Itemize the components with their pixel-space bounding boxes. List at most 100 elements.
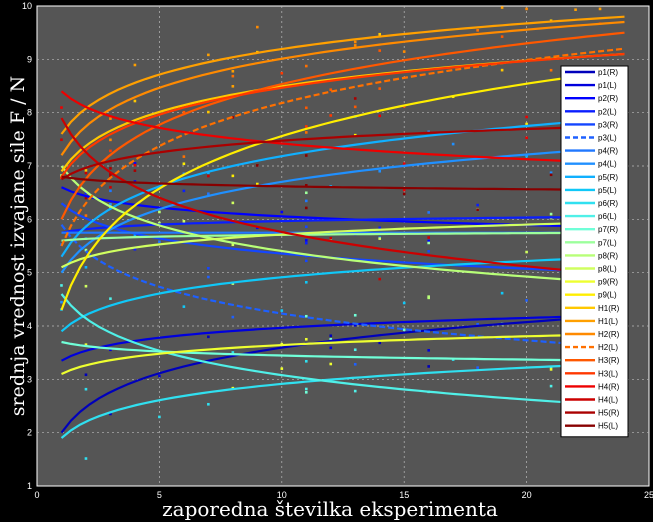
legend-label: p3(R) (598, 120, 618, 129)
data-point (158, 415, 161, 419)
series-line-p7(L) (61, 231, 625, 242)
data-point (158, 374, 161, 378)
data-point (280, 210, 284, 214)
data-point (549, 212, 553, 216)
data-point (207, 275, 210, 279)
legend-label: p4(R) (598, 147, 618, 156)
data-point (207, 335, 210, 339)
data-point (304, 359, 308, 363)
y-axis-label: srednja vrednost izvajane sile F / N (7, 76, 29, 416)
series-line-p9(R) (61, 332, 625, 376)
legend-label: p1(L) (598, 81, 617, 90)
legend-label: p5(L) (598, 186, 617, 195)
legend: p1(R) p1(L) p2(R) p2(L) p3(R) p3(L) p4(R) p4(L)… (560, 65, 629, 438)
y-tick-label: 10 (22, 1, 32, 11)
data-point (329, 337, 333, 341)
data-point (378, 49, 382, 52)
data-point (109, 189, 112, 193)
data-point (304, 314, 308, 318)
data-point (109, 203, 112, 206)
data-point (304, 199, 308, 203)
data-point (133, 99, 137, 103)
x-tick-label: 10 (277, 490, 287, 500)
data-point (304, 259, 308, 263)
legend-label: p8(L) (598, 265, 617, 274)
data-point (207, 402, 210, 406)
data-point (378, 32, 382, 36)
data-point (476, 208, 479, 211)
series-line-H2(R) (60, 20, 625, 156)
y-tick-label: 8 (27, 108, 32, 118)
data-point (133, 162, 137, 165)
data-point (280, 309, 284, 312)
data-point (304, 391, 308, 394)
legend-label: p6(L) (598, 212, 617, 221)
series-line-p6(L) (60, 293, 625, 408)
data-point (304, 387, 308, 391)
data-point (427, 295, 430, 298)
data-point (133, 63, 137, 67)
data-point (427, 249, 430, 253)
data-point (84, 457, 88, 460)
series-line-p6(R) (60, 362, 625, 439)
data-point (525, 136, 528, 140)
data-point (231, 243, 235, 247)
data-point (574, 8, 577, 12)
data-point (231, 69, 235, 73)
legend-label: H2(R) (598, 330, 620, 339)
series-line-H1(L) (60, 15, 625, 135)
data-point (304, 225, 308, 229)
legend-label: p4(L) (598, 160, 617, 169)
series-line-H2(L) (60, 47, 625, 247)
data-point (304, 239, 308, 242)
series-line-p5(R) (60, 116, 625, 258)
data-point (402, 162, 406, 166)
data-point (549, 68, 553, 72)
data-point (402, 188, 406, 192)
data-point (133, 234, 137, 237)
legend-label: H4(R) (598, 382, 620, 391)
x-tick-label: 25 (644, 490, 653, 500)
data-point (304, 131, 308, 134)
data-point (476, 366, 479, 369)
data-point (353, 362, 357, 366)
data-point (378, 114, 382, 118)
x-tick-label: 15 (399, 490, 409, 500)
series-line-p1(R) (60, 314, 625, 434)
series-line-H4(L) (60, 117, 625, 277)
data-point (402, 192, 406, 196)
data-point (182, 305, 186, 308)
data-point (304, 106, 308, 110)
data-point (256, 164, 259, 167)
legend-label: p2(R) (598, 94, 618, 103)
data-point (378, 169, 382, 173)
data-point (304, 154, 308, 157)
y-tick-label: 6 (27, 214, 32, 224)
data-point (133, 247, 137, 251)
data-point (109, 149, 112, 153)
series-line-p5(L) (60, 255, 625, 333)
data-point (329, 114, 333, 117)
legend-label: p6(R) (598, 199, 618, 208)
data-point (304, 125, 308, 128)
data-point (329, 236, 333, 240)
data-point (84, 373, 88, 377)
data-point (109, 297, 112, 300)
data-point (109, 412, 112, 416)
data-point (60, 106, 63, 109)
series-line-H4(R) (60, 90, 625, 165)
data-point (329, 346, 333, 350)
data-point (329, 362, 333, 366)
legend-label: p3(L) (598, 134, 617, 143)
legend-label: H1(L) (598, 317, 618, 326)
data-point (84, 248, 88, 252)
data-point (500, 35, 504, 38)
data-point (427, 236, 430, 239)
data-point (427, 239, 430, 243)
data-point (84, 265, 88, 269)
data-point (378, 341, 382, 345)
data-point (84, 343, 88, 346)
data-point (476, 29, 479, 32)
legend-label: p7(R) (598, 225, 618, 234)
data-point (231, 74, 235, 78)
